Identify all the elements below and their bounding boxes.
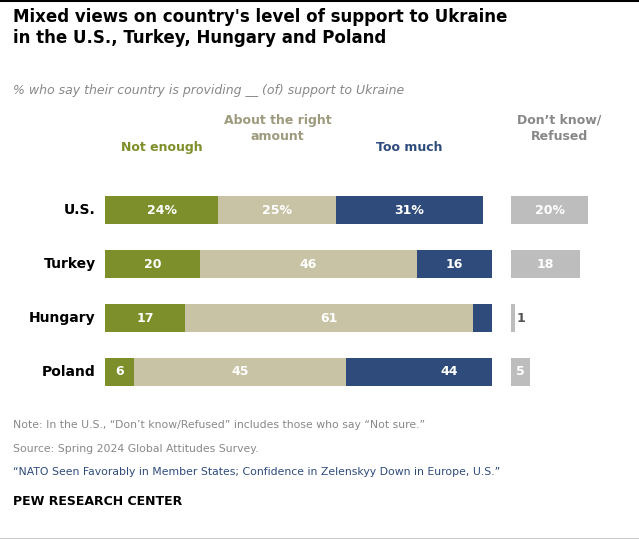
Text: 46: 46 bbox=[300, 258, 317, 271]
Text: 20: 20 bbox=[144, 258, 161, 271]
Bar bbox=[105, 304, 185, 332]
Text: % who say their country is providing __ (of) support to Ukraine: % who say their country is providing __ … bbox=[13, 84, 404, 96]
Text: 61: 61 bbox=[321, 312, 338, 324]
Text: 20%: 20% bbox=[535, 204, 564, 217]
Bar bbox=[511, 250, 580, 278]
Text: Hungary: Hungary bbox=[29, 311, 96, 325]
Text: Too much: Too much bbox=[376, 141, 443, 154]
Bar bbox=[511, 358, 530, 386]
Text: 6: 6 bbox=[115, 365, 124, 378]
Text: 21: 21 bbox=[514, 312, 532, 324]
Bar bbox=[346, 358, 553, 386]
Text: Not enough: Not enough bbox=[121, 141, 203, 154]
Bar bbox=[473, 304, 572, 332]
Text: 1: 1 bbox=[517, 312, 526, 324]
Text: 5: 5 bbox=[516, 365, 525, 378]
Text: Note: In the U.S., “Don’t know/Refused” includes those who say “Not sure.”: Note: In the U.S., “Don’t know/Refused” … bbox=[13, 420, 425, 431]
Bar bbox=[105, 358, 134, 386]
Bar bbox=[185, 304, 473, 332]
Text: Poland: Poland bbox=[42, 365, 96, 379]
Text: Don’t know/
Refused: Don’t know/ Refused bbox=[517, 114, 601, 143]
Text: 31%: 31% bbox=[394, 204, 424, 217]
Text: Turkey: Turkey bbox=[43, 257, 96, 271]
Bar bbox=[105, 250, 199, 278]
Text: 24%: 24% bbox=[147, 204, 177, 217]
Text: “NATO Seen Favorably in Member States; Confidence in Zelenskyy Down in Europe, U: “NATO Seen Favorably in Member States; C… bbox=[13, 467, 500, 477]
Text: 17: 17 bbox=[137, 312, 154, 324]
Text: 25%: 25% bbox=[263, 204, 293, 217]
Text: 45: 45 bbox=[231, 365, 249, 378]
Bar bbox=[336, 196, 482, 224]
Text: 44: 44 bbox=[441, 365, 458, 378]
Text: 18: 18 bbox=[537, 258, 555, 271]
Bar bbox=[105, 196, 219, 224]
Text: About the right
amount: About the right amount bbox=[224, 114, 331, 143]
Text: 16: 16 bbox=[445, 258, 463, 271]
Text: Source: Spring 2024 Global Attitudes Survey.: Source: Spring 2024 Global Attitudes Sur… bbox=[13, 444, 258, 454]
Bar bbox=[511, 304, 515, 332]
Bar bbox=[199, 250, 417, 278]
Bar bbox=[219, 196, 336, 224]
Text: Mixed views on country's level of support to Ukraine
in the U.S., Turkey, Hungar: Mixed views on country's level of suppor… bbox=[13, 8, 507, 47]
Text: U.S.: U.S. bbox=[64, 203, 96, 217]
Bar bbox=[511, 196, 588, 224]
Text: PEW RESEARCH CENTER: PEW RESEARCH CENTER bbox=[13, 495, 182, 508]
Bar bbox=[134, 358, 346, 386]
Bar bbox=[417, 250, 492, 278]
